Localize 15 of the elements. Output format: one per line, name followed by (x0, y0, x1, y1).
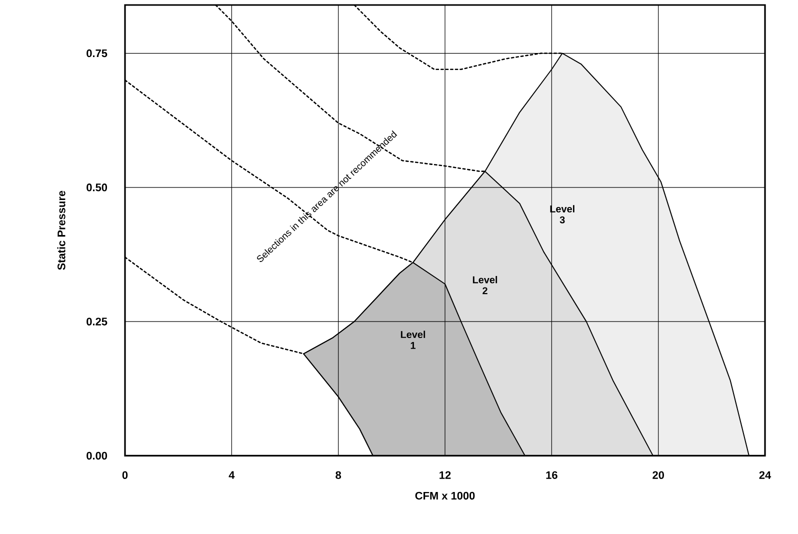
y-tick-label: 0.00 (86, 452, 108, 460)
y-tick-label: 0.50 (86, 184, 108, 192)
x-tick-label: 8 (336, 471, 342, 479)
x-tick-label: 12 (440, 471, 451, 479)
x-tick-label: 0 (122, 471, 128, 479)
y-axis-title: Static Pressure (57, 190, 66, 270)
y-tick-label: 0.75 (86, 49, 108, 58)
x-tick-label: 24 (759, 471, 772, 479)
series-label: Level 1 (400, 330, 426, 349)
y-tick-label: 0.25 (86, 318, 108, 326)
x-tick-label: 20 (652, 471, 664, 479)
x-tick-label: 16 (546, 471, 558, 479)
x-tick-label: 4 (228, 471, 235, 479)
x-axis-title: CFM x 1000 (415, 492, 475, 500)
series-label: Level 2 (472, 276, 498, 294)
